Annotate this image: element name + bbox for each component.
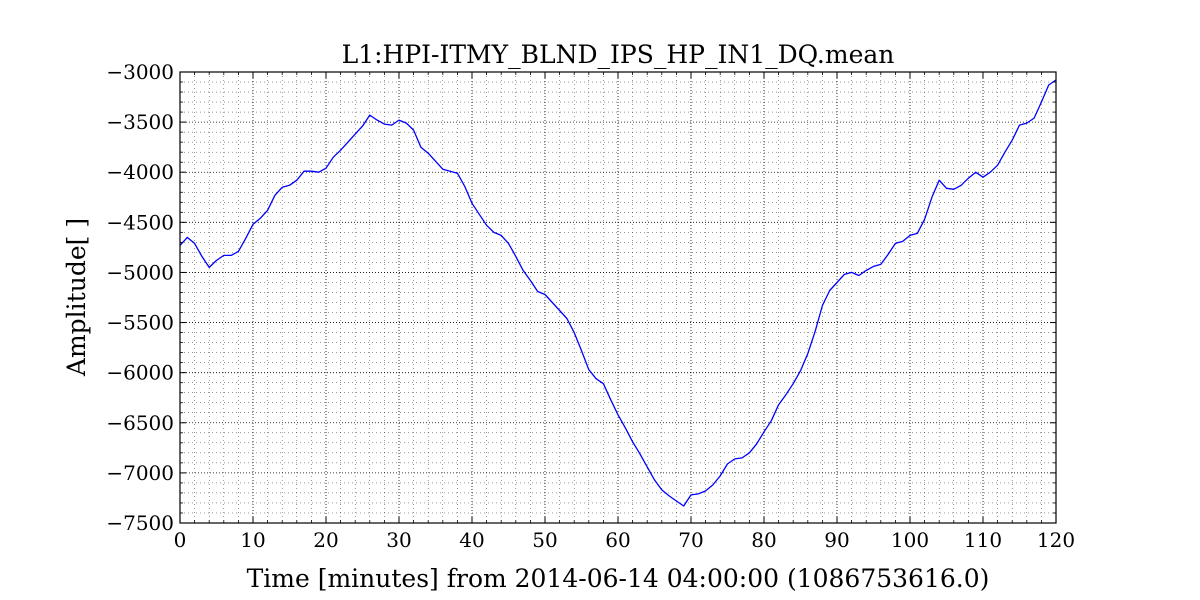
plot-frame: [179, 71, 1057, 524]
chart-title: L1:HPI-ITMY_BLND_IPS_HP_IN1_DQ.mean: [342, 40, 895, 69]
x-tick-label: 10: [240, 528, 265, 552]
x-tick-label: 80: [751, 528, 776, 552]
x-tick-label: 110: [964, 528, 1002, 552]
y-tick-label: −6500: [106, 411, 174, 435]
y-tick-label: −7500: [106, 511, 174, 535]
y-tick-label: −4500: [106, 210, 174, 234]
series-polyline: [179, 79, 1057, 507]
y-tick-label: −5500: [106, 311, 174, 335]
y-axis-label: Amplitude[ ]: [62, 218, 91, 377]
x-tick-label: 40: [459, 528, 484, 552]
x-tick-label: 30: [386, 528, 411, 552]
x-tick-label: 70: [678, 528, 703, 552]
x-tick-labels: 0 10 20 30 40 50 60 70 80 90 100 110 120: [174, 528, 1075, 552]
y-tick-label: −6000: [106, 361, 174, 385]
y-tick-label: −5000: [106, 260, 174, 284]
major-grid: [179, 71, 1057, 524]
x-tick-label: 90: [824, 528, 849, 552]
x-axis-label: Time [minutes] from 2014-06-14 04:00:00 …: [247, 564, 990, 593]
x-tick-label: 100: [891, 528, 929, 552]
y-tick-label: −3500: [106, 110, 174, 134]
x-tick-label: 20: [313, 528, 338, 552]
y-tick-labels: −7500 −7000 −6500 −6000 −5500 −5000 −4500 −4000…: [106, 60, 174, 535]
x-tick-label: 0: [174, 528, 187, 552]
x-tick-label: 120: [1037, 528, 1075, 552]
y-tick-label: −7000: [106, 461, 174, 485]
y-tick-label: −3000: [106, 60, 174, 84]
x-tick-label: 60: [605, 528, 630, 552]
y-tick-label: −4000: [106, 160, 174, 184]
x-tick-label: 50: [532, 528, 557, 552]
series-line: [179, 79, 1057, 507]
